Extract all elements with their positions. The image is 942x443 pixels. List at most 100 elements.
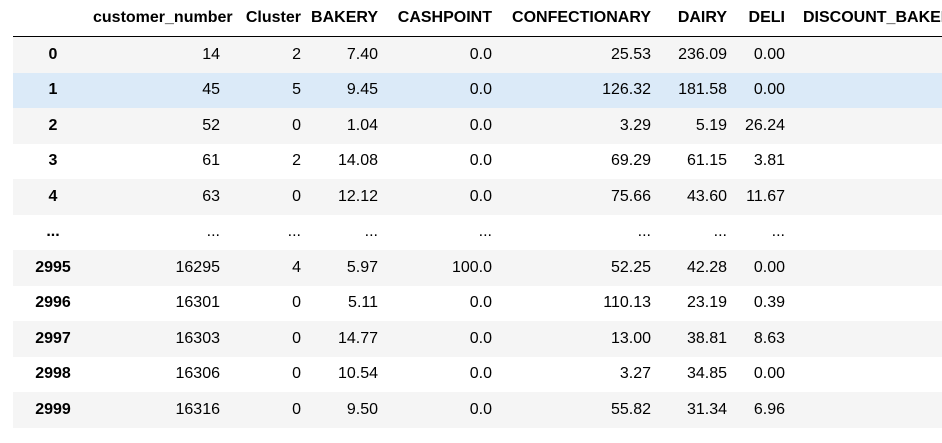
table-cell: 2	[292, 152, 301, 170]
table-cell: 0.0	[469, 152, 492, 170]
table-cell: 0.0	[469, 81, 492, 99]
table-row[interactable]: 4 63 0 12.12 0.0 75.66 43.60 11.67 0.0	[13, 179, 942, 215]
table-cell: 100.0	[451, 258, 492, 276]
table-row[interactable]: 2997 16303 0 14.77 0.0 13.00 38.81 8.63 0.0	[13, 321, 942, 357]
column-header: BAKERY	[309, 0, 386, 37]
table-row[interactable]: 1 45 5 9.45 0.0 126.32 181.58 0.00 0.0	[13, 72, 942, 109]
table-cell: 52	[202, 116, 220, 134]
table-cell: 0.0	[793, 392, 942, 428]
table-cell: 75.66	[610, 187, 651, 205]
table-cell: 0	[292, 400, 301, 418]
table-cell: 14	[202, 45, 220, 63]
row-index: ...	[46, 223, 60, 241]
table-cell: ...	[478, 223, 492, 241]
table-cell: 63	[202, 187, 220, 205]
row-index: 0	[48, 45, 58, 63]
table-cell: 0	[292, 329, 301, 347]
table-cell: ...	[364, 223, 378, 241]
table-cell: 16301	[175, 294, 221, 312]
table-cell: 13.00	[610, 329, 651, 347]
table-cell: 0.0	[793, 286, 942, 322]
row-index: 2998	[35, 365, 71, 383]
table-cell: 0.0	[793, 73, 942, 109]
table-cell: 16295	[175, 258, 221, 276]
table-cell: 2	[292, 45, 301, 63]
table-cell: 1.04	[346, 116, 378, 134]
table-body: 01427.400.025.53236.090.001.214559.450.0…	[13, 36, 942, 428]
table-cell: 0.0	[469, 329, 492, 347]
row-index: 4	[48, 187, 58, 205]
table-cell: 23.19	[686, 294, 727, 312]
column-header: DELI	[735, 0, 793, 37]
table-cell: 16303	[175, 329, 221, 347]
row-index: 2995	[35, 258, 71, 276]
table-cell: 31.34	[686, 400, 727, 418]
table-cell: 61	[202, 152, 220, 170]
row-index: 1	[48, 81, 58, 99]
table-cell: 0	[292, 187, 301, 205]
row-index: 2999	[35, 400, 71, 418]
table-cell: 0.0	[793, 357, 942, 393]
header-row: customer_number Cluster BAKERY CASHPOINT…	[13, 0, 942, 37]
table-cell: 55.82	[610, 400, 651, 418]
table-cell: 0.0	[793, 321, 942, 357]
column-header: DAIRY	[659, 0, 735, 37]
table-row[interactable]: 2999 16316 0 9.50 0.0 55.82 31.34 6.96 0.0	[13, 392, 942, 428]
table-cell: 0	[292, 365, 301, 383]
table-cell: 11.67	[746, 187, 785, 205]
table-cell: 8.63	[753, 329, 785, 347]
table-cell: 0.0	[469, 294, 492, 312]
table-row[interactable]: 2995 16295 4 5.97 100.0 52.25 42.28 0.00 0.0	[13, 250, 942, 286]
index-header	[13, 0, 93, 37]
table-cell: 0	[292, 294, 301, 312]
table-cell: 5.97	[346, 258, 378, 276]
table-cell: ...	[287, 223, 301, 241]
table-cell: 61.15	[686, 152, 727, 170]
column-header: CASHPOINT	[386, 0, 500, 37]
dataframe-table: customer_number Cluster BAKERY CASHPOINT…	[13, 0, 942, 428]
column-header: customer_number	[93, 0, 233, 37]
table-cell: 181.58	[678, 81, 727, 99]
table-cell: ...	[771, 223, 785, 241]
table-row[interactable]: 2996 16301 0 5.11 0.0 110.13 23.19 0.39 0.0	[13, 285, 942, 322]
table-row[interactable]: 2998 16306 0 10.54 0.0 3.27 34.85 0.00 0.0	[13, 356, 942, 393]
table-cell: 5.19	[695, 116, 727, 134]
table-cell: ...	[206, 223, 220, 241]
table-cell: 0.00	[753, 81, 785, 99]
table-cell: 9.45	[346, 81, 378, 99]
table-cell: 5	[292, 81, 301, 99]
table-cell: 6.96	[753, 400, 785, 418]
table-cell: 0.0	[469, 45, 492, 63]
row-index: 3	[48, 152, 58, 170]
table-cell: 14.08	[337, 152, 378, 170]
table-row[interactable]: 3 61 2 14.08 0.0 69.29 61.15 3.81 0.0	[13, 143, 942, 180]
table-cell: ...	[713, 223, 727, 241]
table-cell	[793, 215, 942, 251]
table-cell: 0.0	[469, 116, 492, 134]
table-cell: 7.40	[346, 45, 378, 63]
row-index: 2	[48, 116, 58, 134]
table-cell: 0.0	[469, 187, 492, 205]
table-cell: 26.24	[744, 116, 785, 134]
table-cell: 0.0	[793, 250, 942, 286]
table-cell: 0.0	[793, 179, 942, 215]
table-row[interactable]: 0 14 2 7.40 0.0 25.53 236.09 0.00 1.2	[13, 36, 942, 73]
table-cell: 38.81	[686, 329, 727, 347]
table-cell: 3.27	[619, 365, 651, 383]
table-row[interactable]: ........................	[13, 214, 942, 251]
table-cell: 0.0	[469, 365, 492, 383]
table-cell: 10.54	[337, 365, 378, 383]
table-row[interactable]: 2 52 0 1.04 0.0 3.29 5.19 26.24 0.0	[13, 108, 942, 144]
table-cell: 0.0	[469, 400, 492, 418]
table-cell: 236.09	[678, 45, 727, 63]
table-cell: 126.32	[602, 81, 651, 99]
table-cell: 69.29	[610, 152, 651, 170]
table-cell: 0.39	[753, 294, 785, 312]
table-cell: 5.11	[348, 294, 378, 312]
table-cell: 0.0	[793, 144, 942, 180]
table-header: customer_number Cluster BAKERY CASHPOINT…	[13, 0, 942, 37]
table-cell: 4	[292, 258, 301, 276]
table-cell: 25.53	[610, 45, 651, 63]
table-cell: 42.28	[686, 258, 727, 276]
